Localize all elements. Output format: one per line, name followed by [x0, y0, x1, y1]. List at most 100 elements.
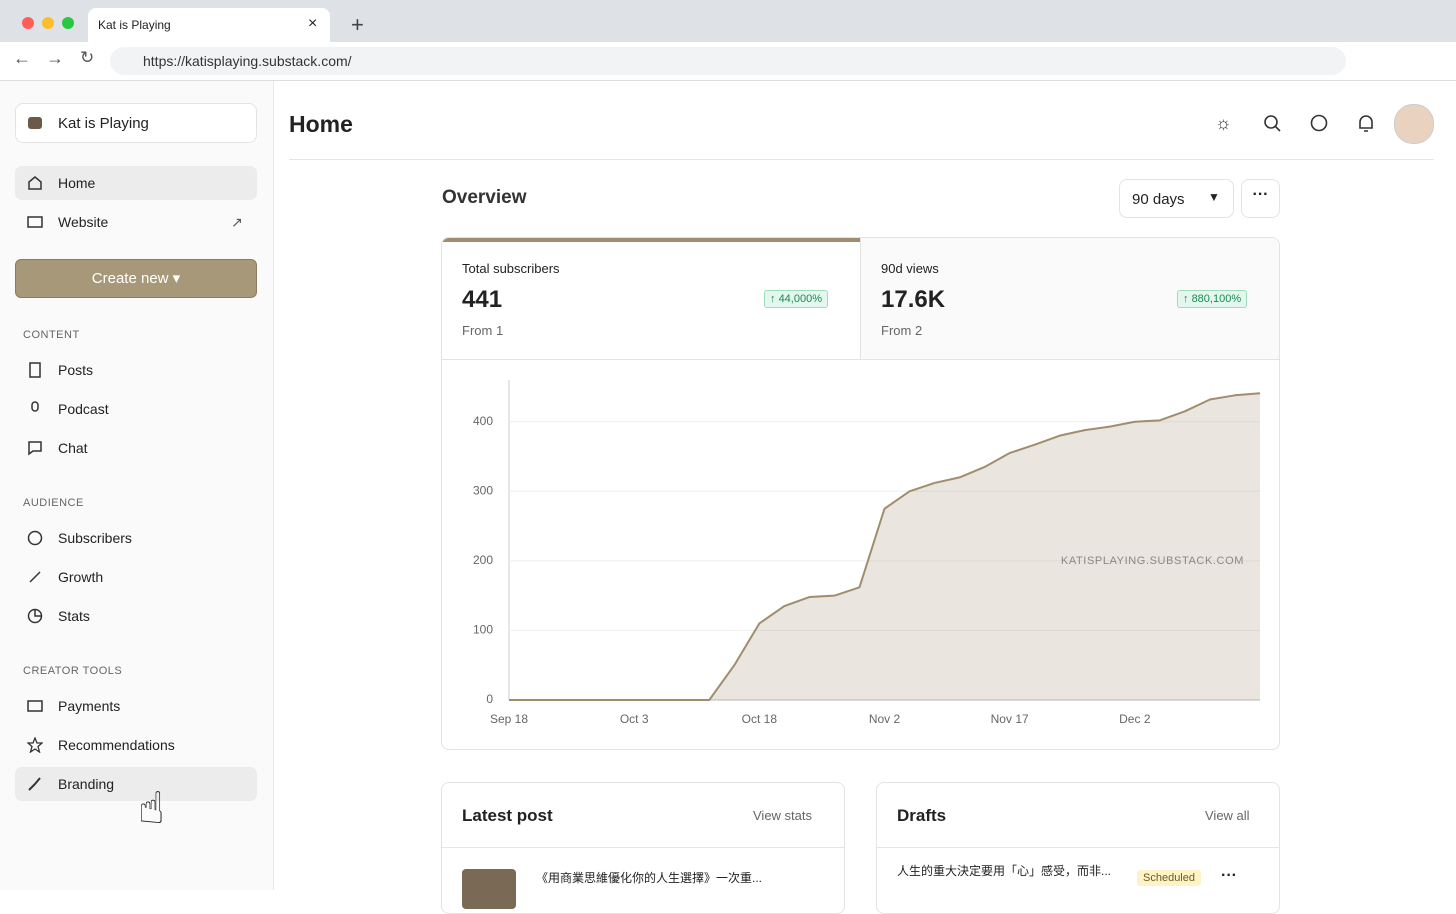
divider [877, 847, 1279, 848]
icon [28, 777, 41, 791]
tab-title: Kat is Playing [98, 18, 171, 32]
address-bar[interactable]: https://katisplaying.substack.com/ [110, 47, 1346, 75]
status-badge: Scheduled [1137, 870, 1201, 886]
close-button[interactable] [22, 17, 34, 29]
nav-label: Home [58, 175, 96, 191]
active-indicator [442, 238, 860, 242]
nav-label: Recommendations [58, 737, 175, 753]
nav-label: Stats [58, 608, 90, 624]
nav-branding[interactable]: Branding [15, 767, 257, 801]
y-tick-label: 200 [473, 553, 493, 567]
publication-switcher[interactable]: Kat is Playing [15, 103, 257, 143]
search[interactable] [1263, 114, 1283, 134]
tab[interactable]: Kat is Playing × [88, 8, 330, 44]
publication-name: Kat is Playing [58, 115, 149, 132]
create-new-button[interactable]: Create new ▾ [15, 259, 257, 298]
y-tick-label: 100 [473, 623, 493, 637]
draft-menu[interactable]: ··· [1221, 867, 1237, 884]
post-thumbnail [462, 869, 516, 909]
notifications[interactable] [1356, 114, 1376, 134]
minimize-button[interactable] [42, 17, 54, 29]
icon [27, 530, 43, 546]
divider [442, 847, 844, 848]
nav-label: Posts [58, 362, 94, 378]
card-heading: Drafts [897, 806, 947, 825]
overview-heading: Overview [442, 187, 527, 208]
dropdown-arrow: ▼ [1208, 190, 1220, 204]
nav-label: Growth [58, 569, 104, 585]
line [509, 392, 1261, 701]
overview-card: Total subscribers 441 ↑ 44,000% From 1 9… [441, 237, 1280, 750]
view-stats[interactable]: View stats [753, 808, 813, 823]
new-tab[interactable]: + [351, 12, 364, 37]
x-tick-label: Nov 2 [869, 712, 901, 726]
forward[interactable]: → [46, 48, 64, 68]
nav-growth[interactable]: Growth [15, 560, 257, 594]
stat-label: 90d views [881, 261, 939, 276]
area [509, 393, 1260, 700]
stat-change: ↑ 44,000% [764, 290, 828, 308]
publication-icon [28, 117, 42, 129]
nav-payments[interactable]: Payments [15, 689, 257, 723]
more-menu[interactable]: ··· [1241, 179, 1280, 218]
nav-subscribers[interactable]: Subscribers [15, 521, 257, 555]
post-title[interactable]: 《用商業思維優化你的人生選擇》一次重... [536, 871, 763, 885]
nav-label: Subscribers [58, 530, 132, 546]
x-tick-label: Oct 3 [620, 712, 649, 726]
x-tick-label: Dec 2 [1119, 712, 1151, 726]
zoom-button[interactable] [62, 17, 74, 29]
stat-change-text: 880,100% [1191, 293, 1242, 305]
y-tick-label: 400 [473, 414, 493, 428]
nav-label: Website [58, 214, 109, 230]
tab-close[interactable]: × [308, 15, 318, 32]
stat-label: Total subscribers [462, 261, 560, 276]
x-tick-label: Sep 18 [490, 712, 528, 726]
card-heading: Latest post [462, 806, 553, 825]
nav-label: Chat [58, 440, 88, 456]
y-tick-label: 0 [486, 692, 493, 706]
range-select[interactable]: 90 days ▼ [1119, 179, 1234, 218]
x-tick-label: Nov 17 [991, 712, 1029, 726]
watermark: KATISPLAYING.SUBSTACK.COM [1061, 555, 1244, 567]
nav-label: Podcast [58, 401, 109, 417]
url: https://katisplaying.substack.com/ [143, 53, 352, 69]
stat-from: From 2 [881, 323, 923, 338]
draft-title[interactable]: 人生的重大決定要用「心」感受，而非... [897, 864, 1112, 878]
icon [29, 362, 41, 378]
nav-posts[interactable]: Posts [15, 353, 257, 387]
nav-stats[interactable]: Stats [15, 599, 257, 633]
browser-chrome: Kat is Playing × + ← → ↻ https://katispl… [0, 0, 1456, 81]
nav-recommendations[interactable]: Recommendations [15, 728, 257, 762]
back[interactable]: ← [13, 48, 31, 68]
y-tick-label: 300 [473, 483, 493, 497]
x-tick-label: Oct 18 [742, 712, 778, 726]
divider [442, 359, 1279, 360]
button-label: Create new [91, 270, 169, 287]
divider [289, 159, 1434, 160]
nav-label: Payments [58, 698, 121, 714]
stat-from: From 1 [462, 323, 504, 338]
stat-value: 17.6K [881, 286, 946, 313]
page-title: Home [289, 111, 353, 137]
theme-toggle[interactable]: ☼ [1215, 113, 1232, 133]
stat-value: 441 [462, 286, 503, 313]
nav-website[interactable]: Website ↗ [15, 205, 257, 239]
section-heading: CONTENT [23, 329, 80, 341]
nav-home[interactable]: Home [15, 166, 257, 200]
sidebar: Kat is Playing Home Website ↗ Create new … [0, 81, 274, 890]
latest-post-card: Latest post View stats 《用商業思維優化你的人生選擇》一次… [441, 782, 845, 914]
reload[interactable]: ↻ [80, 48, 95, 67]
drafts-card: Drafts View all 人生的重大決定要用「心」感受，而非... Sch… [876, 782, 1280, 914]
icon [27, 737, 43, 753]
nav-chat[interactable]: Chat [15, 431, 257, 465]
chat-icon[interactable] [1309, 114, 1329, 134]
nav-podcast[interactable]: Podcast [15, 392, 257, 426]
nav-label: Branding [58, 776, 115, 792]
icon [29, 571, 41, 583]
icon [27, 608, 43, 624]
view-all[interactable]: View all [1205, 808, 1250, 823]
avatar[interactable] [1394, 104, 1434, 144]
icon [28, 441, 42, 456]
section-heading: AUDIENCE [23, 497, 84, 509]
